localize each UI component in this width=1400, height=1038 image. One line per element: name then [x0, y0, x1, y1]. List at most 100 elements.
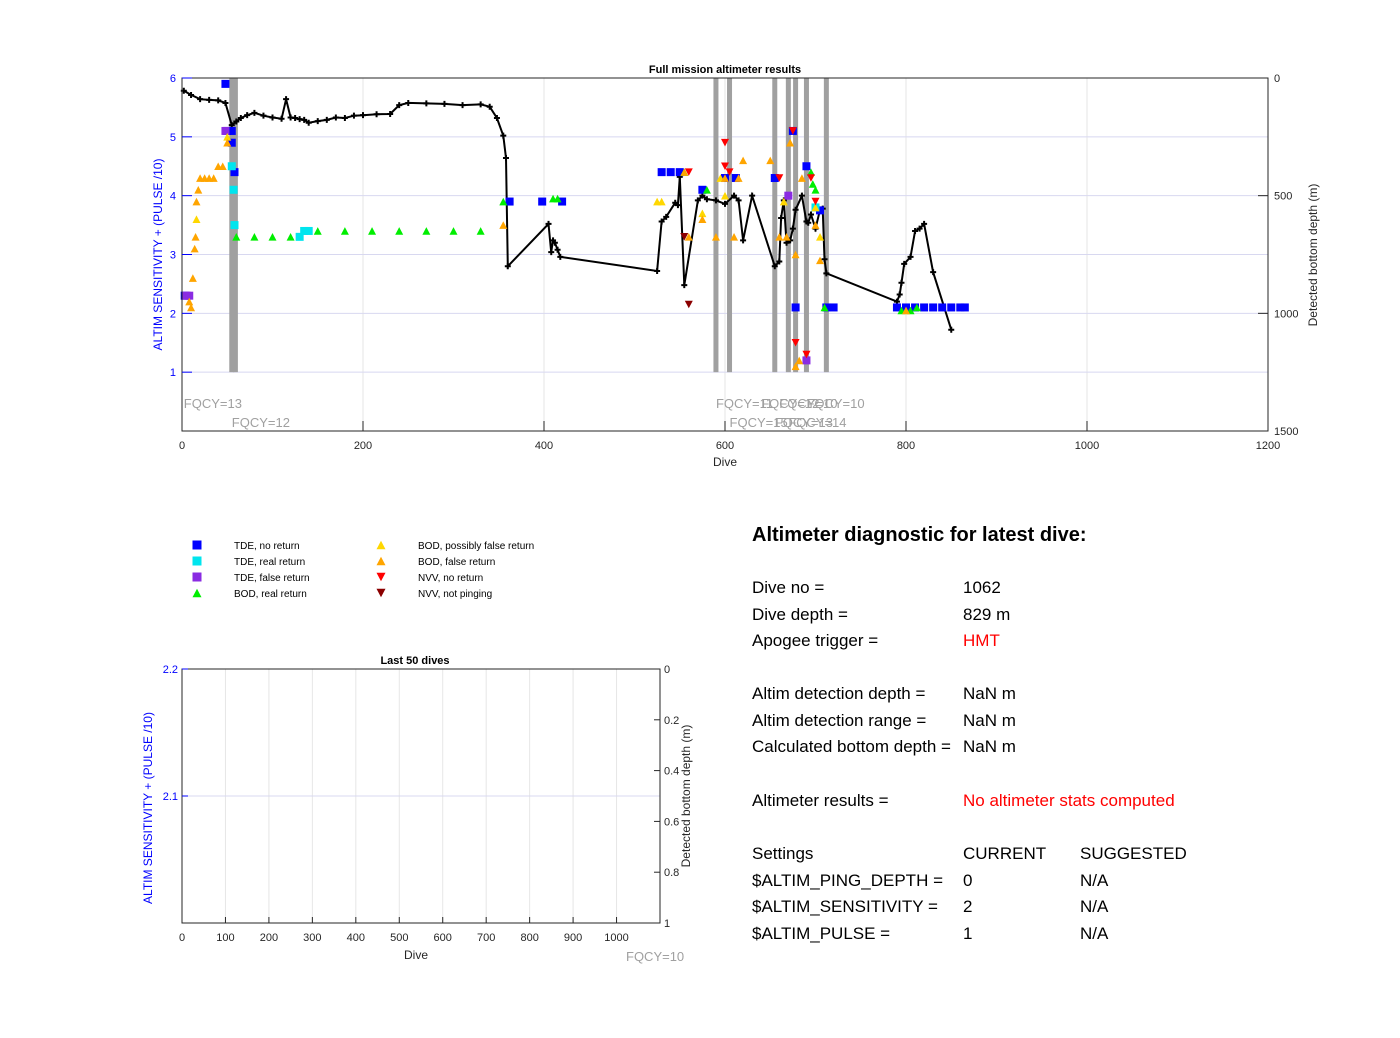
- bottom-depth-point: [930, 269, 937, 276]
- data-point: [286, 233, 295, 241]
- bottom-depth-point: [654, 267, 661, 274]
- fqcy-line: [803, 78, 809, 373]
- data-point: [340, 227, 349, 235]
- bottom-depth-point: [663, 213, 670, 220]
- bottom-depth-point: [360, 112, 366, 119]
- data-point: [721, 174, 729, 182]
- dive-no-value: 1062: [963, 578, 1001, 597]
- data-point: [185, 291, 194, 300]
- data-point: [960, 303, 969, 312]
- bottom-depth-point: [215, 97, 222, 104]
- y-tick-label-left: 2.1: [163, 791, 178, 803]
- bottom-depth-point: [712, 197, 719, 204]
- bottom-depth-point: [283, 96, 290, 103]
- y-axis-label-right: Detected bottom depth (m): [679, 725, 693, 868]
- data-point: [739, 156, 748, 165]
- y-tick-label-right: 1000: [1274, 308, 1298, 320]
- dive-depth-value: 829 m: [963, 605, 1011, 624]
- data-point: [657, 168, 666, 177]
- x-tick-label: 1000: [604, 932, 628, 944]
- bottom-depth-point: [658, 218, 665, 225]
- data-point: [808, 180, 817, 188]
- bottom-depth-point: [948, 326, 955, 333]
- y-tick-label-left: 1: [170, 367, 176, 379]
- bottom-depth-point: [703, 196, 710, 203]
- fqcy-label: FQCY=12: [761, 396, 819, 411]
- data-point: [816, 256, 825, 265]
- data-point: [227, 138, 236, 147]
- current-header: CURRENT: [963, 844, 1047, 863]
- data-point: [947, 303, 956, 312]
- bottom-depth-point: [735, 197, 742, 204]
- bottom-depth-point: [251, 109, 258, 116]
- data-point: [721, 162, 729, 171]
- data-point: [250, 233, 259, 241]
- bottom-depth-point: [731, 192, 738, 199]
- fqcy-line: [823, 78, 829, 373]
- y-tick-label-left: 2.2: [163, 664, 178, 676]
- chart-title: Last 50 dives: [380, 655, 449, 667]
- data-point: [684, 168, 693, 176]
- data-point: [912, 303, 921, 312]
- data-point: [892, 303, 901, 312]
- bottom-depth-point: [798, 192, 805, 199]
- bottom-depth-point: [441, 100, 448, 107]
- bottom-depth-point: [423, 100, 430, 107]
- calculated-bottom-depth-value: NaN m: [963, 737, 1016, 756]
- bottom-depth-point: [341, 115, 348, 122]
- bottom-depth-point: [778, 215, 785, 222]
- fqcy-line: [785, 78, 791, 373]
- data-point: [300, 226, 309, 235]
- bottom-depth-point: [722, 200, 728, 207]
- bottom-depth-point: [305, 119, 312, 126]
- data-point: [811, 203, 820, 212]
- fqcy-label: FQCY=10: [806, 396, 864, 411]
- data-point: [786, 138, 795, 147]
- diagnostic-panel: Altimeter diagnostic for latest dive: Di…: [752, 0, 1372, 1038]
- altim-detection-depth-value: NaN m: [963, 684, 1016, 703]
- data-point: [395, 227, 404, 235]
- bottom-depth-point: [314, 118, 321, 125]
- x-tick-label: 600: [434, 932, 452, 944]
- bottom-depth-point: [233, 118, 240, 125]
- fqcy-line: [727, 78, 733, 373]
- bottom-depth-point: [907, 253, 914, 260]
- fqcy-label: FQCY=10: [626, 949, 684, 964]
- data-point: [698, 185, 707, 194]
- bottom-depth-point: [332, 114, 339, 121]
- data-point: [702, 185, 711, 194]
- data-point: [775, 174, 784, 182]
- data-point: [816, 206, 825, 215]
- data-point: [806, 174, 815, 182]
- x-axis-label: Dive: [404, 948, 428, 962]
- legend-marker: [376, 556, 386, 566]
- bottom-depth-point: [502, 155, 509, 162]
- fqcy-label: FQCY=12: [232, 415, 290, 430]
- setting-name: $ALTIM_PULSE =: [752, 924, 891, 943]
- bottom-depth-point: [477, 101, 484, 108]
- data-point: [920, 303, 929, 312]
- data-point: [938, 303, 947, 312]
- y-tick-label-right: 0.6: [664, 816, 679, 828]
- data-point: [806, 168, 815, 176]
- x-tick-label: 200: [354, 440, 372, 452]
- x-tick-label: 500: [390, 932, 408, 944]
- legend-label: BOD, false return: [418, 557, 495, 568]
- legend-marker: [376, 588, 386, 598]
- bottom-depth-point: [916, 225, 923, 232]
- data-point: [223, 138, 232, 147]
- data-point: [902, 306, 910, 315]
- data-point: [684, 233, 693, 241]
- x-tick-label: 800: [520, 932, 538, 944]
- data-point: [232, 233, 241, 241]
- data-point: [929, 303, 938, 312]
- y-tick-label-right: 0.2: [664, 715, 679, 727]
- legend-label: NVV, not pinging: [418, 589, 492, 600]
- bottom-depth-point: [323, 116, 330, 123]
- data-point: [725, 168, 734, 176]
- bottom-depth-point: [783, 239, 790, 246]
- x-tick-label: 1200: [1256, 440, 1280, 452]
- setting-current: 1: [963, 924, 973, 943]
- y-axis-label-left: ALTIM SENSITIVITY + (PULSE /10): [141, 712, 155, 904]
